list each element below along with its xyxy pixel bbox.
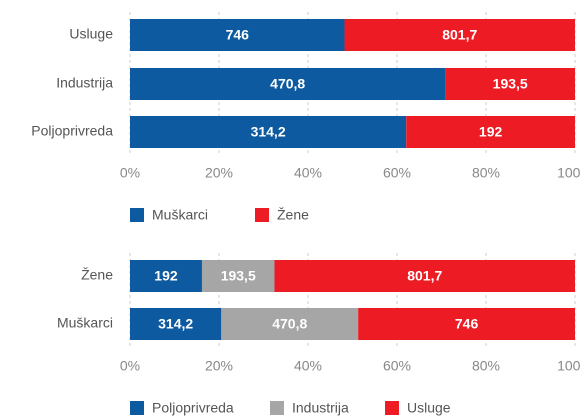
x-tick-label: 100% [557,165,580,181]
legend-label: Poljoprivreda [152,400,234,416]
legend-swatch [130,401,144,415]
bar-label: 801,7 [407,268,442,284]
category-label: Muškarci [57,315,113,331]
category-label: Žene [81,267,113,283]
legend-label: Industrija [292,400,349,416]
bar-label: 314,2 [251,124,286,140]
bar-label: 314,2 [158,316,193,332]
x-tick-label: 80% [472,358,500,374]
x-tick-label: 40% [294,358,322,374]
bar-segment [274,260,575,292]
category-label: Poljoprivreda [31,123,113,139]
bar-segment [130,19,345,51]
legend-label: Žene [277,207,309,223]
bar-label: 192 [479,124,503,140]
bar-label: 193,5 [221,268,256,284]
x-tick-label: 20% [205,165,233,181]
bar-label: 192 [154,268,178,284]
legend-swatch [255,208,269,222]
x-tick-label: 0% [120,358,140,374]
category-label: Industrija [56,75,113,91]
bar-segment [201,260,275,292]
bar-segment [130,68,446,100]
legend-swatch [130,208,144,222]
x-tick-label: 80% [472,165,500,181]
bar-segment [358,308,575,340]
bar-segment [344,19,575,51]
x-tick-label: 60% [383,358,411,374]
bar-segment [130,116,407,148]
x-tick-label: 20% [205,358,233,374]
x-tick-label: 0% [120,165,140,181]
bar-label: 746 [226,27,250,43]
bar-segment [221,308,359,340]
legend-label: Muškarci [152,207,208,223]
x-tick-label: 100% [557,358,580,374]
x-tick-label: 40% [294,165,322,181]
bar-segment [406,116,575,148]
legend-swatch [270,401,284,415]
category-label: Usluge [69,26,113,42]
bar-segment [445,68,575,100]
bar-label: 746 [455,316,479,332]
bar-segment [130,308,222,340]
legend-swatch [385,401,399,415]
bar-label: 193,5 [493,76,528,92]
bar-label: 470,8 [270,76,305,92]
legend-label: Usluge [407,400,451,416]
x-tick-label: 60% [383,165,411,181]
bar-label: 470,8 [272,316,307,332]
bar-segment [130,260,202,292]
bar-label: 801,7 [442,27,477,43]
